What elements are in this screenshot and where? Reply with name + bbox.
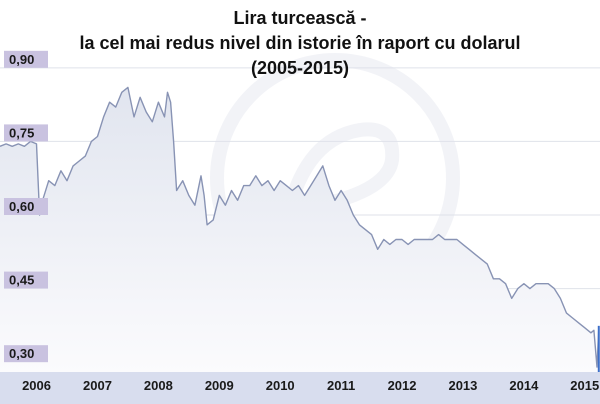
- plot-area: [0, 86, 600, 373]
- x-axis: 2006 2007 2008 2009 2010 2011 2012 2013 2014 2015: [22, 378, 599, 393]
- x-tick-label: 2010: [266, 378, 295, 393]
- chart-title-line-3: (2005-2015): [251, 58, 349, 78]
- y-tick-box: [4, 124, 48, 142]
- series-line: [0, 86, 600, 368]
- x-tick-label: 2015: [570, 378, 599, 393]
- chart-title-line-1: Lira turcească -: [233, 8, 366, 28]
- y-tick-label: 0,90: [9, 52, 34, 67]
- x-tick-label: 2007: [83, 378, 112, 393]
- y-tick-box: [4, 198, 48, 215]
- y-tick: 0,60: [4, 198, 48, 215]
- x-tick-label: 2011: [327, 378, 355, 393]
- x-tick-label: 2006: [22, 378, 51, 393]
- x-tick-label: 2009: [205, 378, 234, 393]
- y-tick-label: 0,45: [9, 273, 34, 288]
- y-tick: 0,30: [4, 345, 48, 363]
- y-tick: 0,45: [4, 271, 48, 289]
- x-tick-label: 2014: [509, 378, 539, 393]
- x-tick-label: 2008: [144, 378, 173, 393]
- y-axis: 0,90 0,75 0,60 0,45 0,30: [4, 50, 48, 363]
- y-tick-label: 0,60: [9, 199, 34, 214]
- chart-title-line-2: la cel mai redus nivel din istorie în ra…: [79, 33, 520, 53]
- x-tick-label: 2012: [388, 378, 417, 393]
- y-tick-box: [4, 50, 48, 68]
- y-tick-box: [4, 271, 48, 289]
- y-tick-label: 0,75: [9, 125, 34, 140]
- y-tick: 0,90: [4, 50, 48, 68]
- chart-title: Lira turcească - la cel mai redus nivel …: [79, 8, 520, 78]
- y-tick: 0,75: [4, 124, 48, 142]
- series-area: [0, 87, 599, 373]
- y-tick-label: 0,30: [9, 346, 34, 361]
- y-tick-box: [4, 345, 48, 363]
- x-axis-band: [0, 372, 600, 404]
- x-tick-label: 2013: [448, 378, 477, 393]
